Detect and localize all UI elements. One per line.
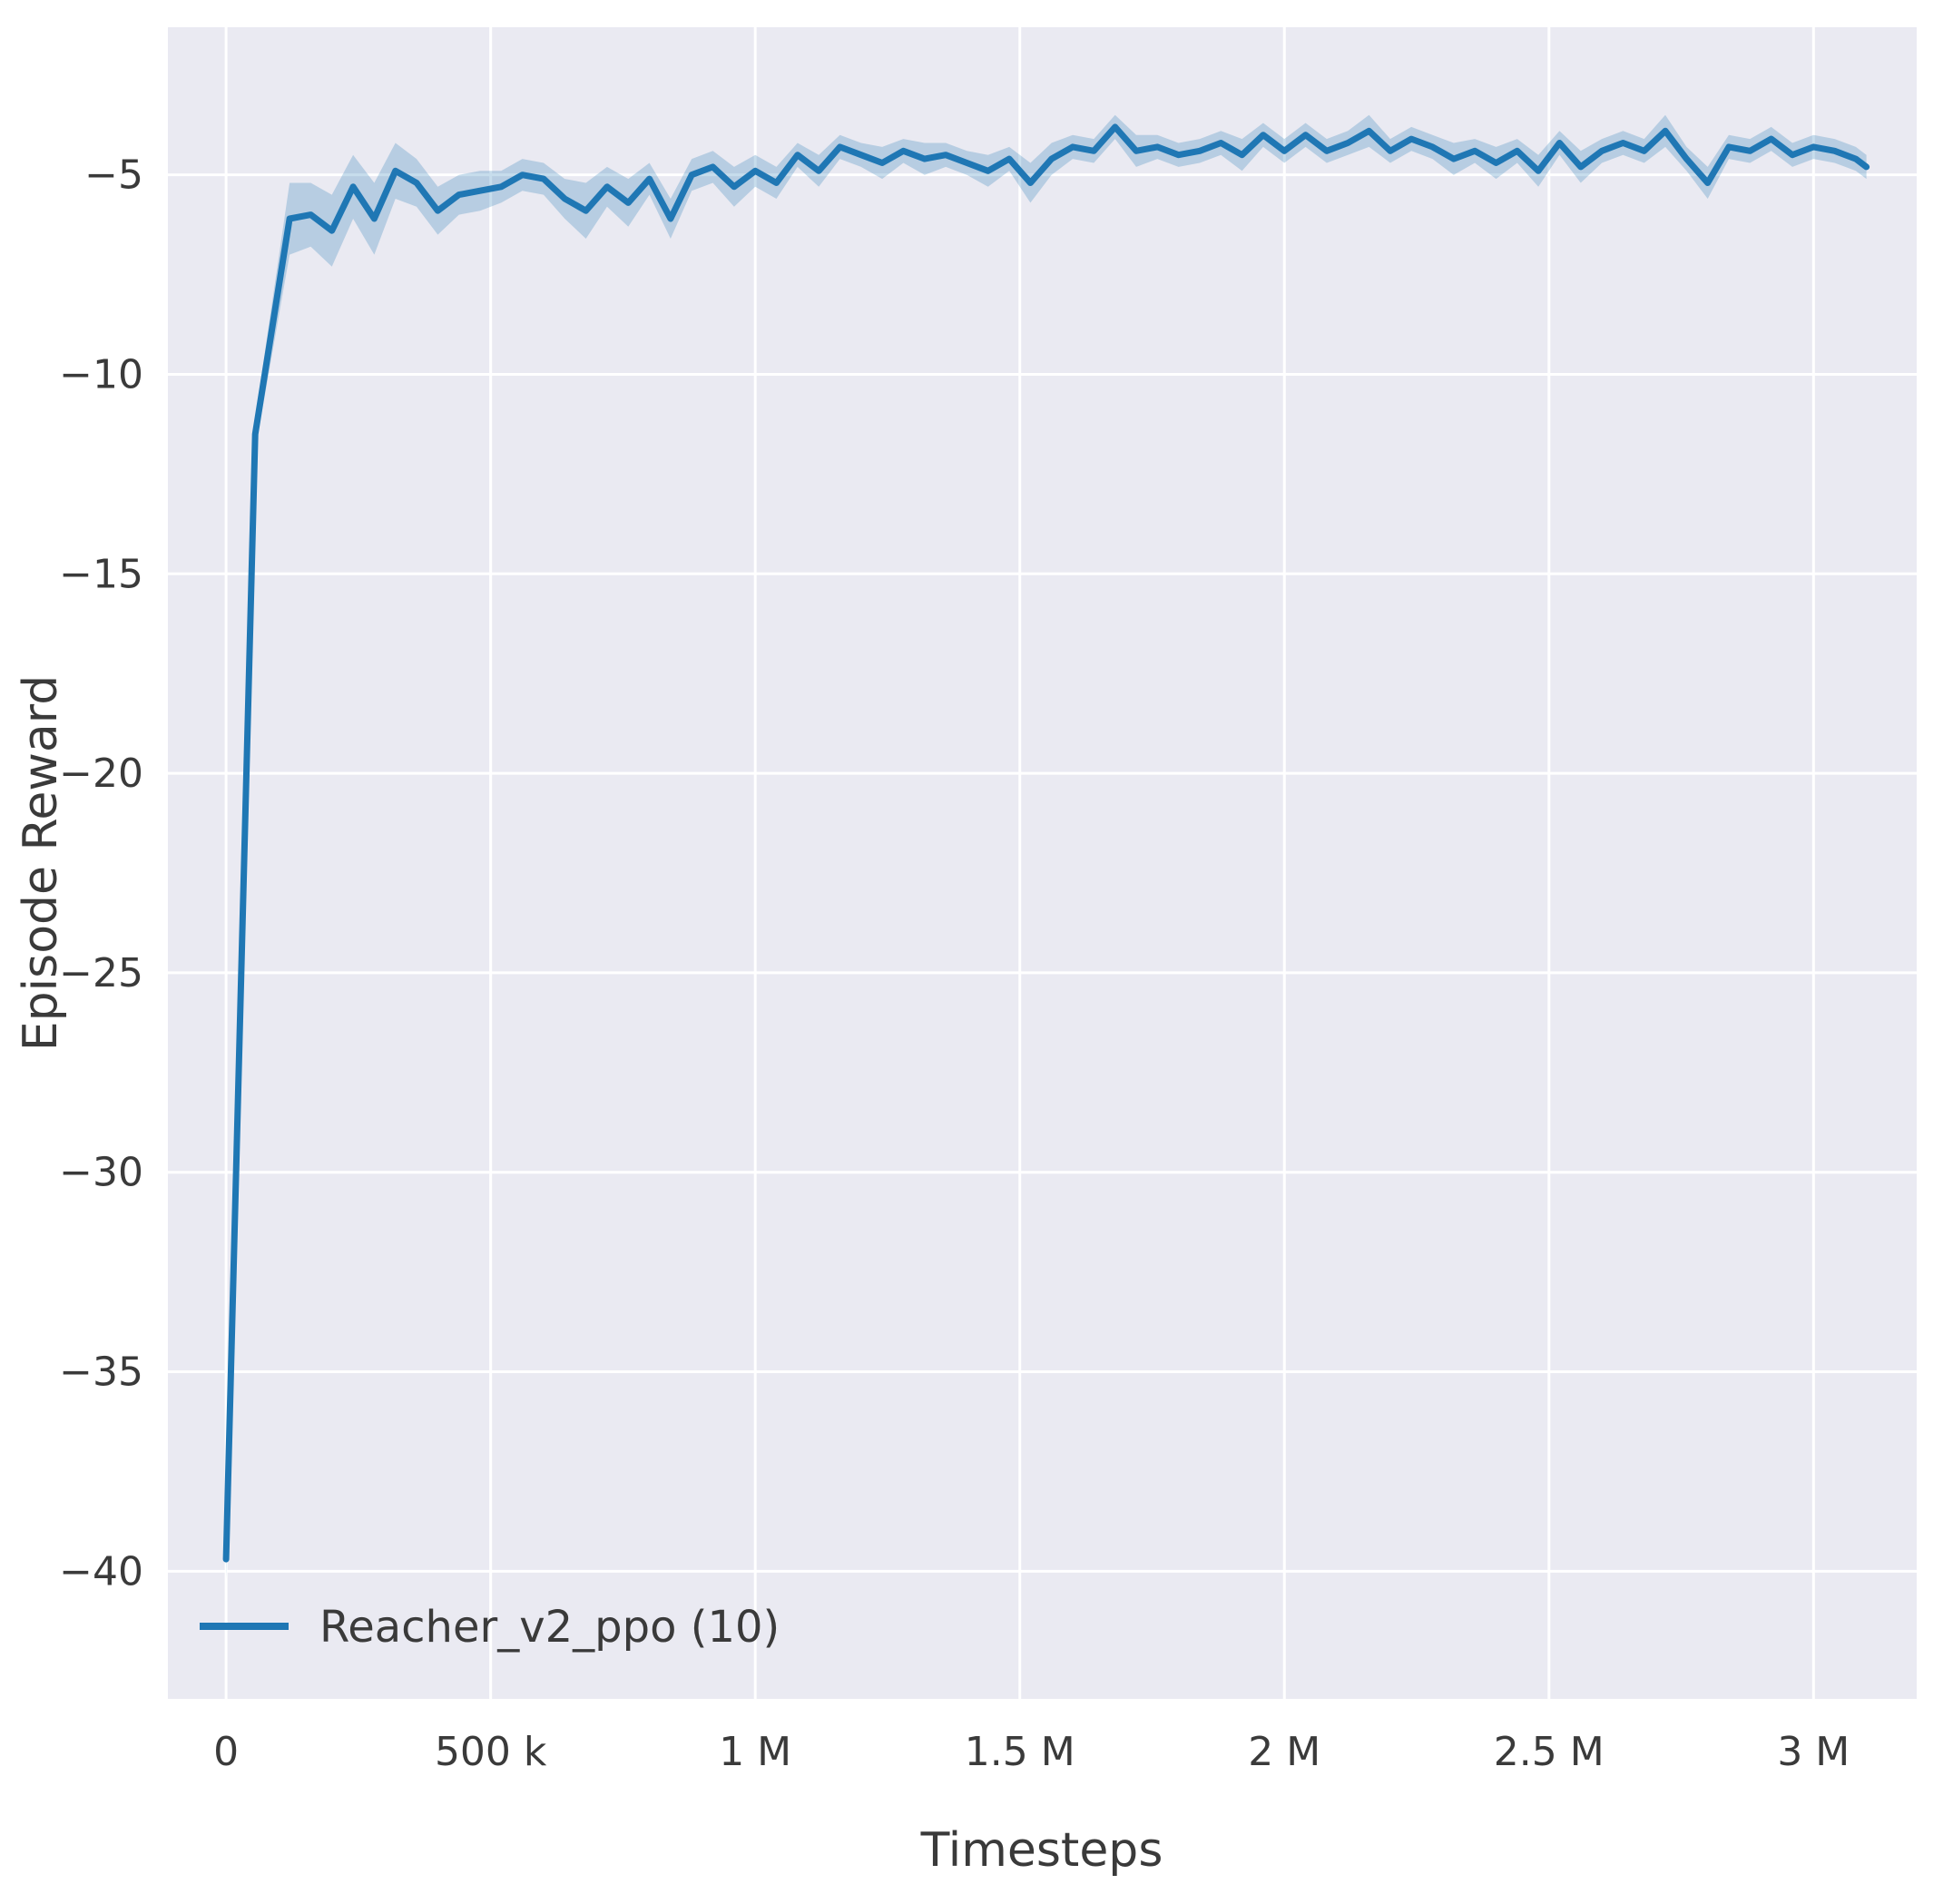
x-tick-labels: 0 500 k 1 M 1.5 M 2 M 2.5 M 3 M xyxy=(213,1729,1850,1775)
reward-line xyxy=(222,123,1870,1563)
x-tick-label: 0 xyxy=(213,1729,239,1775)
y-tick-label: −10 xyxy=(59,351,143,397)
legend: Reacher_v2_ppo (10) xyxy=(200,1602,780,1653)
y-axis-label: Episode Reward xyxy=(14,675,68,1051)
y-tick-labels: −5 −10 −15 −20 −25 −30 −35 −40 xyxy=(59,152,143,1595)
x-tick-label: 1 M xyxy=(719,1729,791,1775)
x-tick-label: 2.5 M xyxy=(1494,1729,1605,1775)
x-tick-label: 2 M xyxy=(1248,1729,1320,1775)
y-tick-label: −20 xyxy=(59,751,143,797)
gridlines xyxy=(168,27,1917,1699)
x-tick-label: 500 k xyxy=(435,1729,547,1775)
x-tick-label: 1.5 M xyxy=(965,1729,1075,1775)
legend-label: Reacher_v2_ppo (10) xyxy=(319,1602,780,1653)
y-tick-label: −40 xyxy=(59,1548,143,1595)
x-axis-label: Timesteps xyxy=(920,1823,1163,1878)
y-tick-label: −15 xyxy=(59,551,143,597)
y-tick-label: −30 xyxy=(59,1150,143,1196)
y-tick-label: −25 xyxy=(59,950,143,996)
x-tick-label: 3 M xyxy=(1777,1729,1850,1775)
y-tick-label: −5 xyxy=(84,152,143,199)
plot-background xyxy=(168,27,1917,1699)
y-tick-label: −35 xyxy=(59,1349,143,1396)
